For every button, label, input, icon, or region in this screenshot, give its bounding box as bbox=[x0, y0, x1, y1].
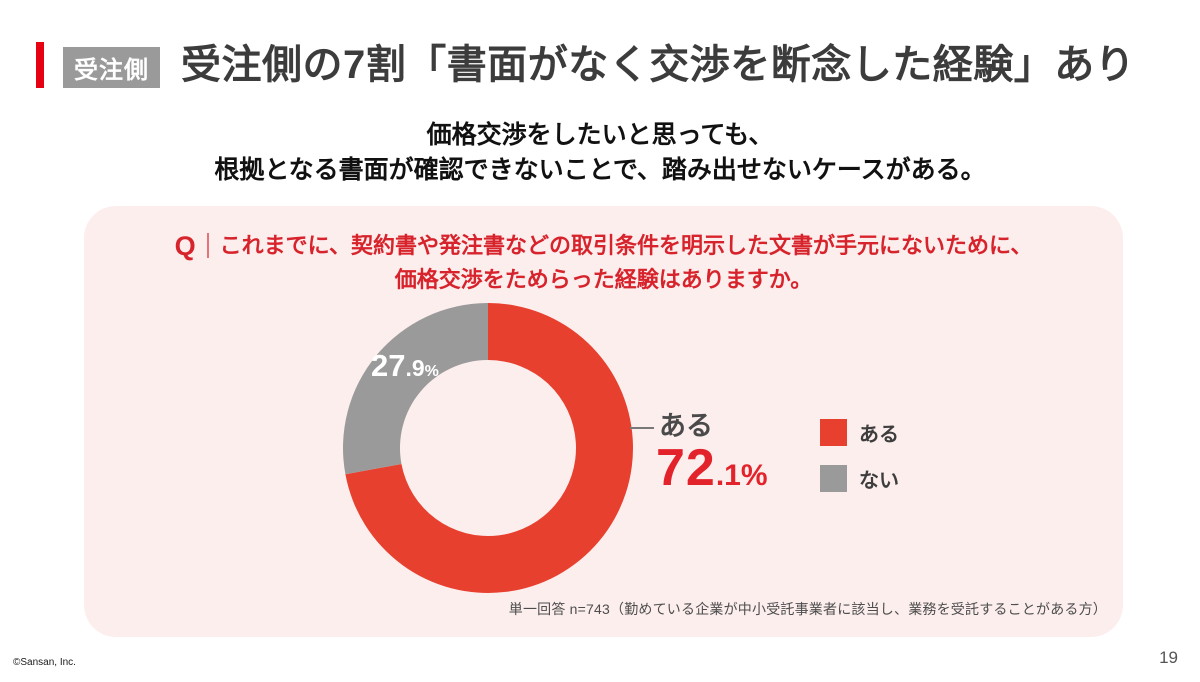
callout-category: ある bbox=[659, 411, 713, 441]
slide-title: 受注側の7割「書面がなく交渉を断念した経験」あり bbox=[181, 43, 1136, 87]
slice-label-nai: 27.9% bbox=[371, 350, 439, 381]
page-number: 19 bbox=[1159, 648, 1178, 667]
question-line-1: Q これまでに、契約書や発注書などの取引条件を明示した文書が手元にないために、 bbox=[84, 229, 1123, 263]
slice-label-int: 27 bbox=[371, 348, 406, 383]
subtitle-line-2: 根拠となる書面が確認できないことで、踏み出せないケースがある。 bbox=[214, 156, 986, 184]
callout-value-frac: .1% bbox=[715, 459, 768, 492]
question-separator bbox=[206, 233, 209, 258]
legend-swatch-aru bbox=[820, 418, 847, 446]
slice-label-percent: % bbox=[424, 363, 439, 380]
donut-slice-ある bbox=[345, 303, 633, 593]
legend-swatch-nai bbox=[820, 464, 847, 492]
subtitle-line-1: 価格交渉をしたいと思っても、 bbox=[426, 121, 774, 149]
accent-bar bbox=[36, 42, 44, 88]
survey-footnote: 単一回答 n=743（勤めている企業が中小受託事業者に該当し、業務を受託すること… bbox=[508, 601, 1107, 617]
donut-slice-ない bbox=[343, 303, 488, 475]
survey-question: Q これまでに、契約書や発注書などの取引条件を明示した文書が手元にないために、 価… bbox=[84, 229, 1123, 296]
slide-subtitle: 価格交渉をしたいと思っても、 根拠となる書面が確認できないことで、踏み出せないケ… bbox=[0, 118, 1200, 188]
legend-item-aru: ある bbox=[820, 418, 899, 446]
chart-legend: ある ない bbox=[820, 418, 899, 492]
donut-chart bbox=[343, 303, 633, 593]
slice-label-dec: .9 bbox=[405, 355, 425, 381]
question-line-2: 価格交渉をためらった経験はありますか。 bbox=[394, 267, 813, 292]
legend-label-aru: ある bbox=[859, 423, 899, 446]
audience-badge: 受注側 bbox=[63, 47, 160, 88]
question-q-prefix: Q bbox=[174, 231, 196, 261]
callout-value-int: 72 bbox=[656, 439, 716, 497]
callout-leader-line bbox=[630, 427, 654, 429]
copyright: ©Sansan, Inc. bbox=[13, 657, 76, 668]
question-text-1: これまでに、契約書や発注書などの取引条件を明示した文書が手元にないために、 bbox=[219, 233, 1033, 258]
legend-item-nai: ない bbox=[820, 464, 899, 492]
legend-label-nai: ない bbox=[859, 469, 899, 492]
callout-value: 72.1% bbox=[656, 442, 768, 494]
